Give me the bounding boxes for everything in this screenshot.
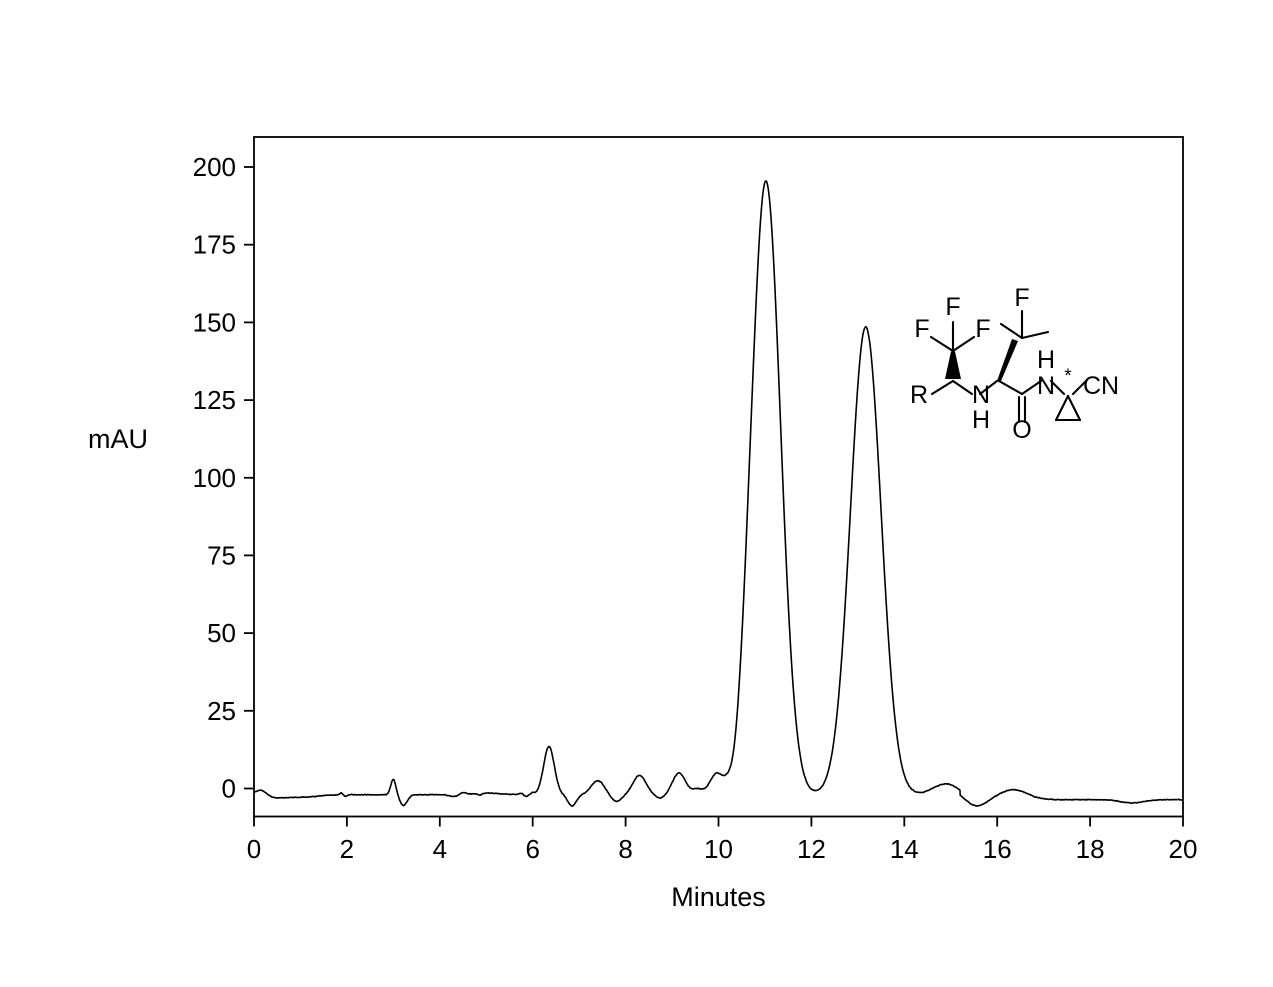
svg-text:12: 12 [797, 834, 826, 864]
svg-text:0: 0 [222, 774, 236, 804]
svg-text:50: 50 [207, 618, 236, 648]
svg-text:O: O [1012, 416, 1031, 444]
svg-text:N: N [972, 381, 990, 409]
svg-text:125: 125 [193, 385, 236, 415]
svg-text:16: 16 [983, 834, 1012, 864]
svg-text:*: * [1064, 366, 1072, 387]
svg-text:Minutes: Minutes [671, 882, 766, 912]
svg-text:R: R [910, 381, 928, 409]
svg-text:20: 20 [1169, 834, 1198, 864]
svg-text:mAU: mAU [88, 424, 148, 454]
svg-text:2: 2 [340, 834, 354, 864]
svg-text:F: F [975, 315, 990, 343]
svg-text:200: 200 [193, 152, 236, 182]
svg-text:150: 150 [193, 307, 236, 337]
svg-text:F: F [1014, 284, 1029, 312]
svg-text:H: H [1037, 346, 1055, 374]
svg-text:75: 75 [207, 540, 236, 570]
svg-text:25: 25 [207, 696, 236, 726]
svg-text:H: H [972, 406, 990, 434]
svg-text:6: 6 [525, 834, 539, 864]
svg-text:0: 0 [247, 834, 261, 864]
svg-text:175: 175 [193, 230, 236, 260]
svg-text:14: 14 [890, 834, 919, 864]
svg-text:F: F [945, 293, 960, 321]
svg-text:10: 10 [704, 834, 733, 864]
svg-text:18: 18 [1076, 834, 1105, 864]
svg-text:100: 100 [193, 463, 236, 493]
svg-text:F: F [914, 315, 929, 343]
svg-text:N: N [1037, 372, 1055, 400]
svg-text:4: 4 [433, 834, 447, 864]
svg-text:8: 8 [618, 834, 632, 864]
svg-text:CN: CN [1083, 372, 1119, 400]
